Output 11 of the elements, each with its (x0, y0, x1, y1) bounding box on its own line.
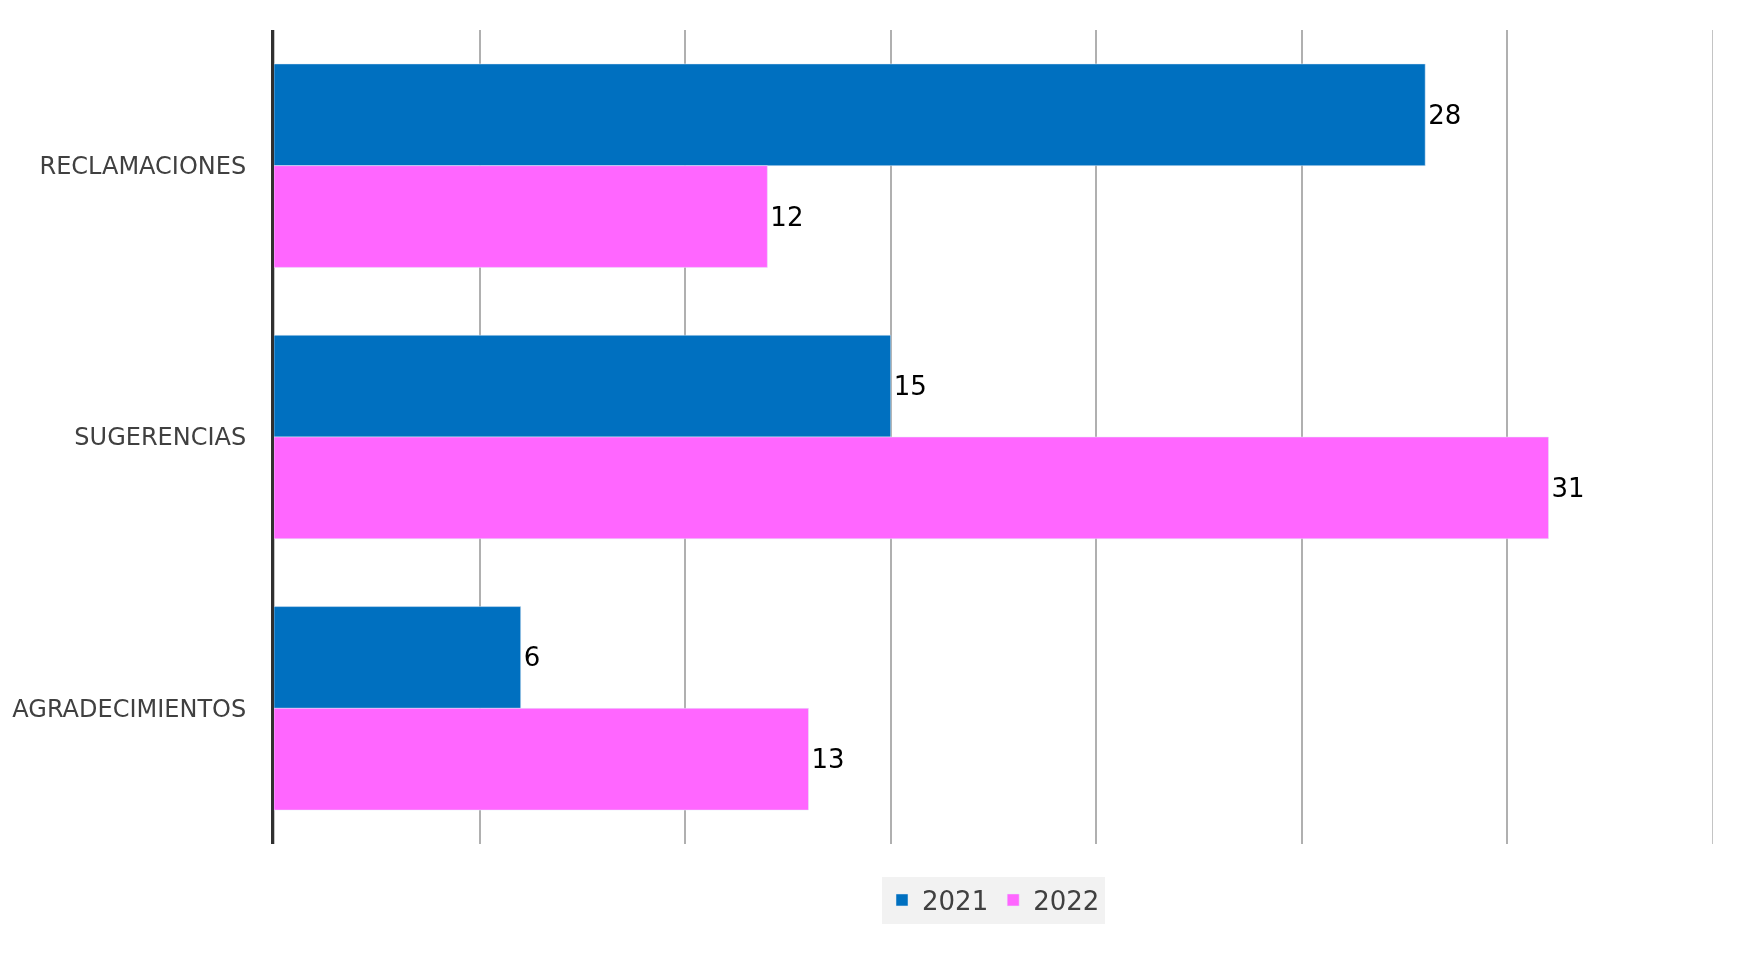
data-label: 13 (811, 744, 845, 775)
y-tick-label: AGRADECIMIENTOS (12, 694, 247, 723)
y-tick-label: RECLAMACIONES (39, 152, 247, 181)
data-label: 28 (1428, 99, 1462, 130)
legend-label: 2021 (922, 886, 989, 917)
data-label: 31 (1551, 472, 1585, 503)
data-label: 6 (523, 642, 541, 673)
legend-label: 2022 (1033, 886, 1100, 917)
y-tick-label: SUGERENCIAS (74, 423, 247, 452)
data-label: 12 (770, 201, 804, 232)
data-label: 15 (893, 371, 927, 402)
